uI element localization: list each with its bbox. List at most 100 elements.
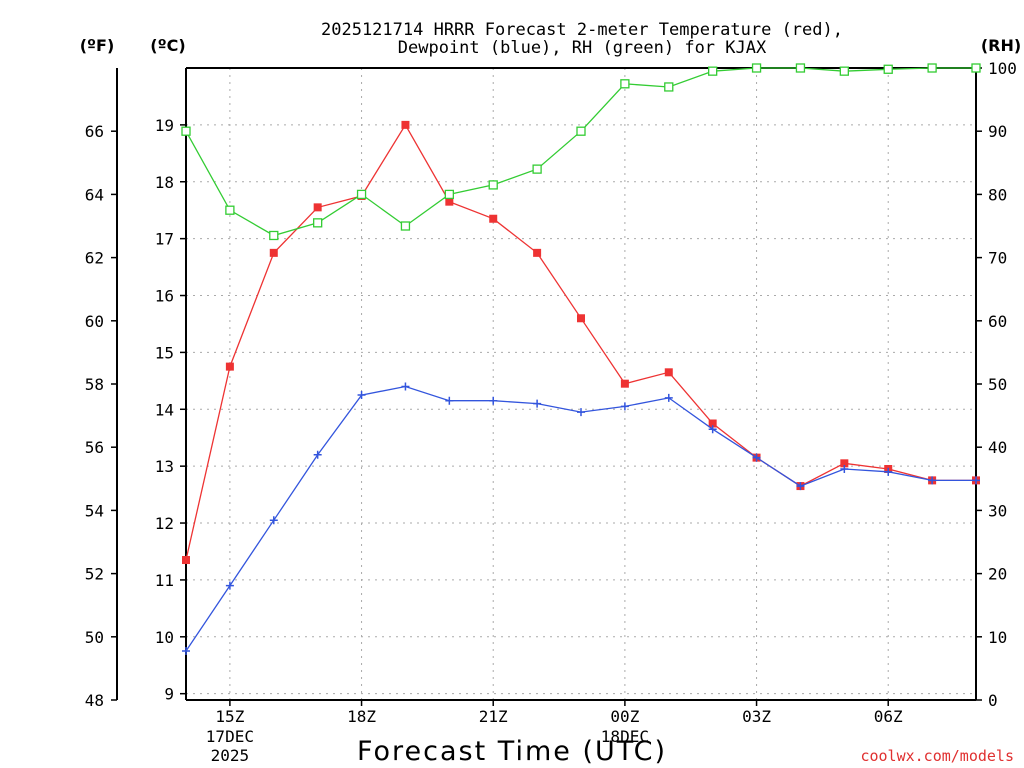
- dewpoint-point: [269, 516, 278, 525]
- x-tick-label: 00Z: [610, 707, 639, 726]
- rh-point: [181, 126, 191, 136]
- dewpoint-point: [182, 647, 190, 656]
- dewpoint-point: [796, 482, 805, 491]
- fahrenheit-tick-label: 48: [85, 691, 104, 710]
- watermark: coolwx.com/models: [860, 747, 1014, 765]
- x-tick-label: 06Z: [874, 707, 903, 726]
- 2-meter-temperature-point: [225, 362, 234, 371]
- 2-meter-temperature-point: [269, 248, 278, 257]
- rh-point: [883, 64, 893, 74]
- 2-meter-temperature-point: [533, 248, 542, 257]
- rh-point: [927, 63, 937, 73]
- fahrenheit-tick-label: 54: [85, 501, 104, 520]
- x-tick-year-label: 2025: [211, 746, 250, 765]
- celsius-tick-label: 12: [155, 514, 174, 533]
- 2-meter-temperature-point: [664, 368, 673, 377]
- rh-tick-label: 20: [988, 565, 1007, 584]
- fahrenheit-tick-label: 60: [85, 312, 104, 331]
- celsius-tick-label: 9: [164, 685, 174, 704]
- rh-point: [400, 221, 411, 231]
- dewpoint-point: [708, 425, 717, 434]
- rh-tick-label: 60: [988, 312, 1007, 331]
- 2-meter-temperature-point: [708, 419, 717, 428]
- fahrenheit-tick-label: 50: [85, 628, 104, 647]
- 2-meter-temperature-point: [313, 203, 322, 212]
- rh-tick-label: 0: [988, 691, 998, 710]
- celsius-tick-label: 16: [155, 287, 174, 306]
- 2-meter-temperature-point: [182, 556, 190, 565]
- 2-meter-temperature-point: [840, 459, 849, 468]
- celsius-tick-label: 11: [155, 571, 174, 590]
- rh-unit-label: (RH): [981, 36, 1021, 55]
- fahrenheit-unit-label: (ºF): [80, 36, 115, 55]
- x-axis-title: Forecast Time (UTC): [357, 736, 667, 767]
- celsius-tick-label: 14: [155, 400, 174, 419]
- celsius-tick-label: 18: [155, 173, 174, 192]
- rh-point: [269, 230, 279, 241]
- celsius-tick-label: 13: [155, 457, 174, 476]
- rh-line: [185, 67, 976, 237]
- rh-point: [751, 63, 762, 73]
- x-tick-label: 03Z: [742, 707, 771, 726]
- fahrenheit-tick-label: 66: [85, 122, 104, 141]
- rh-point: [488, 180, 498, 190]
- rh-point: [839, 66, 849, 76]
- rh-point: [576, 126, 586, 136]
- rh-tick-label: 100: [988, 59, 1017, 78]
- 2-meter-temperature-point: [577, 314, 585, 323]
- dewpoint-point: [928, 476, 937, 485]
- celsius-tick-label: 15: [155, 343, 174, 362]
- x-tick-date-label: 18DEC: [601, 727, 649, 746]
- dewpoint-point: [533, 399, 542, 408]
- rh-tick-label: 40: [988, 438, 1007, 457]
- dewpoint-point: [313, 450, 322, 459]
- gridlines: [186, 68, 976, 700]
- dewpoint-point: [972, 476, 980, 485]
- rh-point: [708, 66, 718, 76]
- rh-point: [620, 79, 630, 89]
- chart-title-line-1: 2025121714 HRRR Forecast 2-meter Tempera…: [321, 20, 843, 40]
- dewpoint-point: [357, 391, 366, 400]
- celsius-unit-label: (ºC): [150, 36, 185, 55]
- rh-point: [225, 205, 235, 215]
- dewpoint-point: [225, 581, 234, 590]
- rh-tick-label: 30: [988, 501, 1007, 520]
- rh-point: [971, 63, 981, 73]
- dewpoint-point: [577, 408, 585, 417]
- fahrenheit-tick-label: 62: [85, 249, 104, 268]
- dewpoint-point: [884, 467, 893, 476]
- rh-tick-label: 90: [988, 122, 1007, 141]
- 2-meter-temperature-line: [185, 123, 976, 561]
- 2-meter-temperature-point: [620, 379, 629, 388]
- dewpoint-line: [185, 385, 976, 652]
- celsius-tick-label: 10: [155, 628, 174, 647]
- fahrenheit-tick-label: 56: [85, 438, 104, 457]
- rh-point: [313, 218, 323, 228]
- fahrenheit-tick-label: 58: [85, 375, 104, 394]
- dewpoint-point: [489, 396, 498, 405]
- series-layer: [181, 63, 981, 656]
- rh-point: [532, 164, 542, 174]
- celsius-tick-label: 17: [155, 230, 174, 249]
- fahrenheit-tick-label: 64: [85, 185, 104, 204]
- fahrenheit-tick-label: 52: [85, 565, 104, 584]
- rh-tick-label: 70: [988, 249, 1007, 268]
- rh-tick-label: 10: [988, 628, 1007, 647]
- 2-meter-temperature-point: [445, 197, 454, 206]
- dewpoint-point: [664, 393, 673, 402]
- rh-tick-label: 50: [988, 375, 1007, 394]
- dewpoint-point: [401, 382, 410, 391]
- rh-point: [356, 189, 367, 200]
- dewpoint-point: [445, 396, 454, 405]
- 2-meter-temperature-point: [489, 214, 498, 223]
- x-tick-label: 18Z: [347, 707, 376, 726]
- axes: 9 10 11 12 13 14 15 16 17 18 19 48 50 52 54 56 58 60 62 64 6…: [85, 59, 1017, 765]
- celsius-tick-label: 19: [155, 116, 174, 135]
- rh-point: [444, 189, 454, 200]
- chart-title-line-2: Dewpoint (blue), RH (green) for KJAX: [398, 38, 767, 58]
- x-tick-label: 15Z: [215, 707, 244, 726]
- rh-point: [795, 63, 806, 73]
- dewpoint-point: [840, 465, 849, 474]
- rh-point: [664, 82, 674, 92]
